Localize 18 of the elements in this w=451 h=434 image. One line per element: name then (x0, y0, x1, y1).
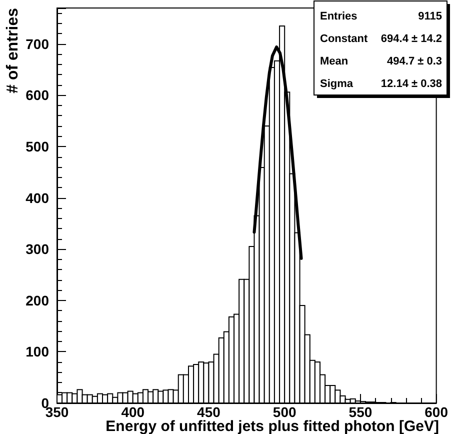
y-tick-label: 300 (26, 241, 50, 258)
y-tick-label: 400 (26, 190, 50, 206)
y-tick-label: 500 (26, 138, 50, 155)
text: Mean 494.7 ± 0.3 (320, 55, 442, 68)
x-tick-label: 600 (424, 404, 448, 420)
text: Constant 694.4 ± 14.2 (320, 32, 442, 45)
x-tick-label: 400 (121, 404, 145, 420)
x-tick-label: 500 (272, 404, 296, 420)
y-tick-label: 600 (26, 87, 50, 104)
x-tick-label: 450 (197, 404, 221, 420)
text: Entries 9115 (320, 10, 442, 22)
text: Sigma 12.14 ± 0.38 (320, 78, 442, 90)
y-tick-label: 200 (26, 292, 50, 308)
x-tick-label: 550 (348, 404, 372, 420)
x-axis-title: Energy of unfitted jets plus fitted photon [GeV] (106, 418, 440, 434)
y-tick-label: 700 (26, 36, 50, 52)
y-axis-title: # of entries (4, 8, 22, 94)
y-tick-label: 100 (26, 344, 50, 360)
